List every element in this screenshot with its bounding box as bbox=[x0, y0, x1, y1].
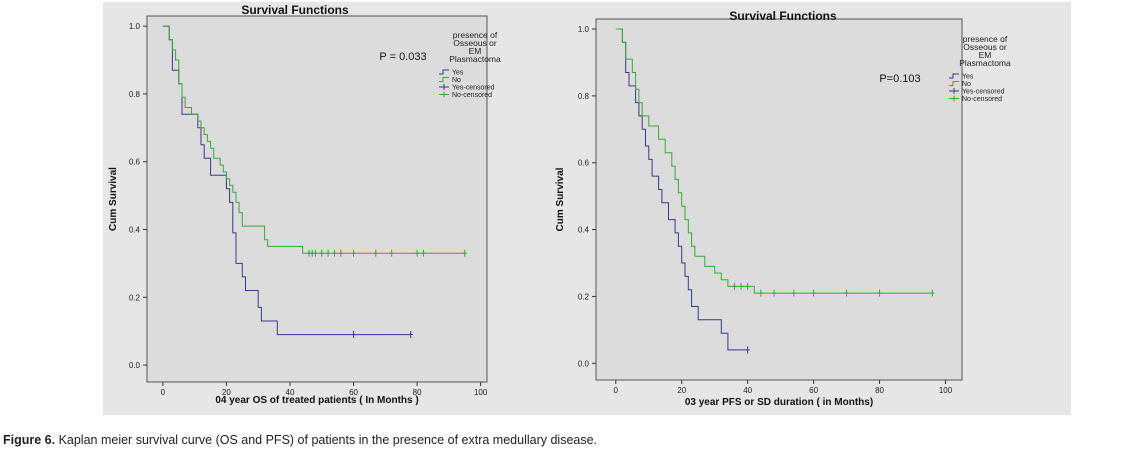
caption-text: Kaplan meier survival curve (OS and PFS)… bbox=[55, 433, 598, 447]
x-tick-label: 100 bbox=[939, 386, 953, 395]
y-tick-label: 0.8 bbox=[578, 92, 590, 101]
y-axis-label: Cum Survival bbox=[108, 167, 119, 231]
caption-label: Figure 6. bbox=[3, 433, 56, 447]
x-tick-label: 0 bbox=[161, 388, 166, 397]
legend-swatch bbox=[949, 73, 959, 79]
legend-title-line: presence of bbox=[963, 34, 1008, 44]
censor-mark-yes bbox=[745, 346, 750, 354]
censor-mark-no bbox=[338, 249, 343, 257]
censor-mark-yes bbox=[408, 331, 413, 339]
censor-mark-no bbox=[313, 249, 318, 257]
legend-swatch bbox=[949, 81, 959, 86]
legend-title-line: Osseous or bbox=[453, 38, 497, 48]
legend-title-line: EM bbox=[979, 50, 992, 60]
legend-entry-label: No-censored bbox=[452, 92, 492, 99]
x-axis-label: 03 year PFS or SD duration ( in Months) bbox=[685, 397, 873, 408]
y-tick-label: 0.0 bbox=[129, 361, 141, 370]
censor-mark-no bbox=[319, 249, 324, 257]
censor-mark-no bbox=[351, 249, 356, 257]
chart-2: Survival Functions 0.0 0.2 0.4 0.6 0.8 1.0 0 20 4… bbox=[555, 9, 1011, 408]
legend-title-line: Plasmactoma bbox=[449, 54, 501, 64]
legend-entry-label: No-censored bbox=[962, 96, 1002, 103]
censor-mark-no bbox=[389, 249, 394, 257]
x-tick-label: 0 bbox=[614, 386, 619, 395]
censor-mark-no bbox=[332, 249, 337, 257]
series-line-no bbox=[615, 28, 933, 294]
x-tick-label: 20 bbox=[222, 388, 231, 397]
censor-mark-no bbox=[758, 289, 763, 297]
censor-mark-no bbox=[844, 289, 849, 297]
censor-mark-no bbox=[739, 282, 744, 290]
legend-entry-label: Yes-censored bbox=[962, 89, 1005, 96]
x-tick-label: 60 bbox=[809, 386, 818, 395]
legend-entry-label: Yes bbox=[452, 70, 464, 77]
legend-entry-label: No bbox=[452, 77, 461, 84]
censor-mark-yes bbox=[351, 331, 356, 339]
legend-title-line: EM bbox=[469, 46, 482, 56]
legend-swatch bbox=[439, 77, 449, 82]
x-axis-label: 04 year OS of treated patients ( In Mont… bbox=[215, 395, 418, 406]
figure-caption: Figure 6. Kaplan meier survival curve (O… bbox=[3, 433, 597, 447]
censor-mark-no bbox=[732, 282, 737, 290]
censor-mark-no bbox=[415, 249, 420, 257]
x-tick-label: 100 bbox=[474, 388, 488, 397]
censor-mark-no bbox=[930, 289, 935, 297]
figure-panel: Survival Functions 0.0 0.2 0.4 0.6 0.8 1.0 0 20 4… bbox=[103, 2, 1071, 415]
censor-mark-no bbox=[373, 249, 378, 257]
censor-mark-no bbox=[326, 249, 331, 257]
x-tick-label: 80 bbox=[875, 386, 884, 395]
censor-mark-no bbox=[421, 249, 426, 257]
legend-entry-label: Yes-censored bbox=[452, 85, 495, 92]
y-tick-label: 1.0 bbox=[578, 25, 590, 34]
y-axis-label: Cum Survival bbox=[555, 167, 566, 231]
x-tick-label: 60 bbox=[349, 388, 358, 397]
plot-area bbox=[595, 18, 963, 381]
legend-title-line: presence of bbox=[453, 30, 498, 40]
censor-mark-no bbox=[772, 289, 777, 297]
chart-title: Survival Functions bbox=[241, 3, 349, 17]
p-value-annotation: P = 0.033 bbox=[379, 51, 426, 63]
censor-mark-no bbox=[462, 249, 467, 257]
y-tick-label: 0.4 bbox=[578, 226, 590, 235]
chart-title: Survival Functions bbox=[729, 9, 837, 23]
y-tick-label: 0.0 bbox=[578, 359, 590, 368]
legend-title-line: Osseous or bbox=[963, 42, 1007, 52]
x-tick-label: 80 bbox=[413, 388, 422, 397]
y-tick-label: 0.2 bbox=[129, 293, 141, 302]
x-tick-label: 40 bbox=[286, 388, 295, 397]
y-tick-label: 0.6 bbox=[129, 158, 141, 167]
y-tick-label: 1.0 bbox=[129, 22, 141, 31]
y-tick-label: 0.2 bbox=[578, 292, 590, 301]
censor-mark-no bbox=[791, 289, 796, 297]
legend-swatch bbox=[439, 69, 449, 75]
legend-entry-label: No bbox=[962, 81, 971, 88]
p-value-annotation: P=0.103 bbox=[879, 73, 920, 85]
censor-mark-no bbox=[745, 282, 750, 290]
censor-mark-no bbox=[877, 289, 882, 297]
x-tick-label: 20 bbox=[677, 386, 686, 395]
series-line-no bbox=[162, 25, 465, 254]
charts-svg: Survival Functions 0.0 0.2 0.4 0.6 0.8 1.0 0 20 4… bbox=[108, 3, 1011, 408]
x-tick-label: 40 bbox=[743, 386, 752, 395]
chart-1: Survival Functions 0.0 0.2 0.4 0.6 0.8 1.0 0 20 4… bbox=[108, 3, 501, 406]
legend-title-line: Plasmactoma bbox=[959, 58, 1011, 68]
censor-mark-no bbox=[811, 289, 816, 297]
legend-entry-label: Yes bbox=[962, 74, 974, 81]
plot-area bbox=[146, 15, 488, 383]
y-tick-label: 0.4 bbox=[129, 226, 141, 235]
y-tick-label: 0.8 bbox=[129, 90, 141, 99]
y-tick-label: 0.6 bbox=[578, 159, 590, 168]
